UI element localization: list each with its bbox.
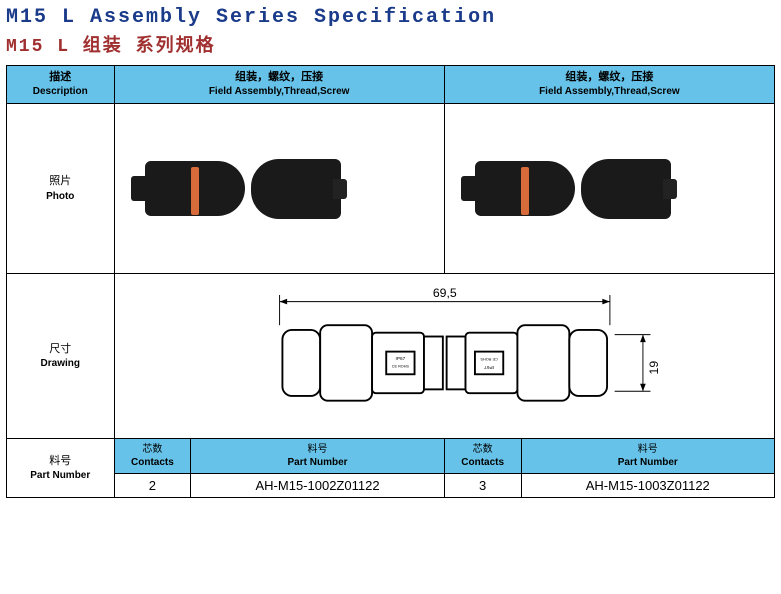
row-photo-label: 照片 Photo xyxy=(7,104,115,274)
row-partnum-label: 料号 Part Number xyxy=(7,439,115,498)
row-photo-cn: 照片 xyxy=(9,174,112,189)
val-contacts-2: 3 xyxy=(444,474,521,498)
val-partnum-2: AH-M15-1003Z01122 xyxy=(521,474,774,498)
photo-cell-1 xyxy=(114,104,444,274)
val-contacts-1: 2 xyxy=(114,474,191,498)
title-english: M15 L Assembly Series Specification xyxy=(6,6,775,29)
specification-table: 描述 Description 组装，螺纹，压接 Field Assembly,T… xyxy=(6,65,775,498)
marking-1a: IP67 xyxy=(395,356,405,361)
row-drawing-cn: 尺寸 xyxy=(9,342,112,357)
technical-drawing: 69,5 19 xyxy=(117,278,772,429)
row-photo-en: Photo xyxy=(9,190,112,204)
subhdr-partnum-2: 料号 Part Number xyxy=(521,439,774,474)
row-partnum-en: Part Number xyxy=(9,469,112,483)
drawing-cell: 69,5 19 xyxy=(114,274,774,439)
header-col1-en: Field Assembly,Thread,Screw xyxy=(117,85,442,99)
header-description: 描述 Description xyxy=(7,66,115,104)
header-col2-cn: 组装，螺纹，压接 xyxy=(447,70,772,85)
connector-photo-2 xyxy=(475,154,671,224)
subhdr-contacts-1: 芯数 Contacts xyxy=(114,439,191,474)
row-drawing-label: 尺寸 Drawing xyxy=(7,274,115,439)
marking-2a: IP67 xyxy=(483,365,493,370)
subhdr-contacts-2: 芯数 Contacts xyxy=(444,439,521,474)
dim-height: 19 xyxy=(647,361,661,375)
subhdr-partnum-1: 料号 Part Number xyxy=(191,439,444,474)
header-col1-cn: 组装，螺纹，压接 xyxy=(117,70,442,85)
photo-cell-2 xyxy=(444,104,774,274)
header-col2: 组装，螺纹，压接 Field Assembly,Thread,Screw xyxy=(444,66,774,104)
header-desc-cn: 描述 xyxy=(9,70,112,85)
marking-1b: CE ROHS xyxy=(391,365,409,369)
val-partnum-1: AH-M15-1002Z01122 xyxy=(191,474,444,498)
header-col2-en: Field Assembly,Thread,Screw xyxy=(447,85,772,99)
row-drawing-en: Drawing xyxy=(9,357,112,371)
header-col1: 组装，螺纹，压接 Field Assembly,Thread,Screw xyxy=(114,66,444,104)
connector-photo-1 xyxy=(145,154,341,224)
dim-length: 69,5 xyxy=(432,286,456,300)
header-desc-en: Description xyxy=(9,85,112,99)
title-chinese: M15 L 组装 系列规格 xyxy=(6,31,775,57)
row-partnum-cn: 料号 xyxy=(9,454,112,469)
marking-2b: CE ROHS xyxy=(480,358,498,362)
